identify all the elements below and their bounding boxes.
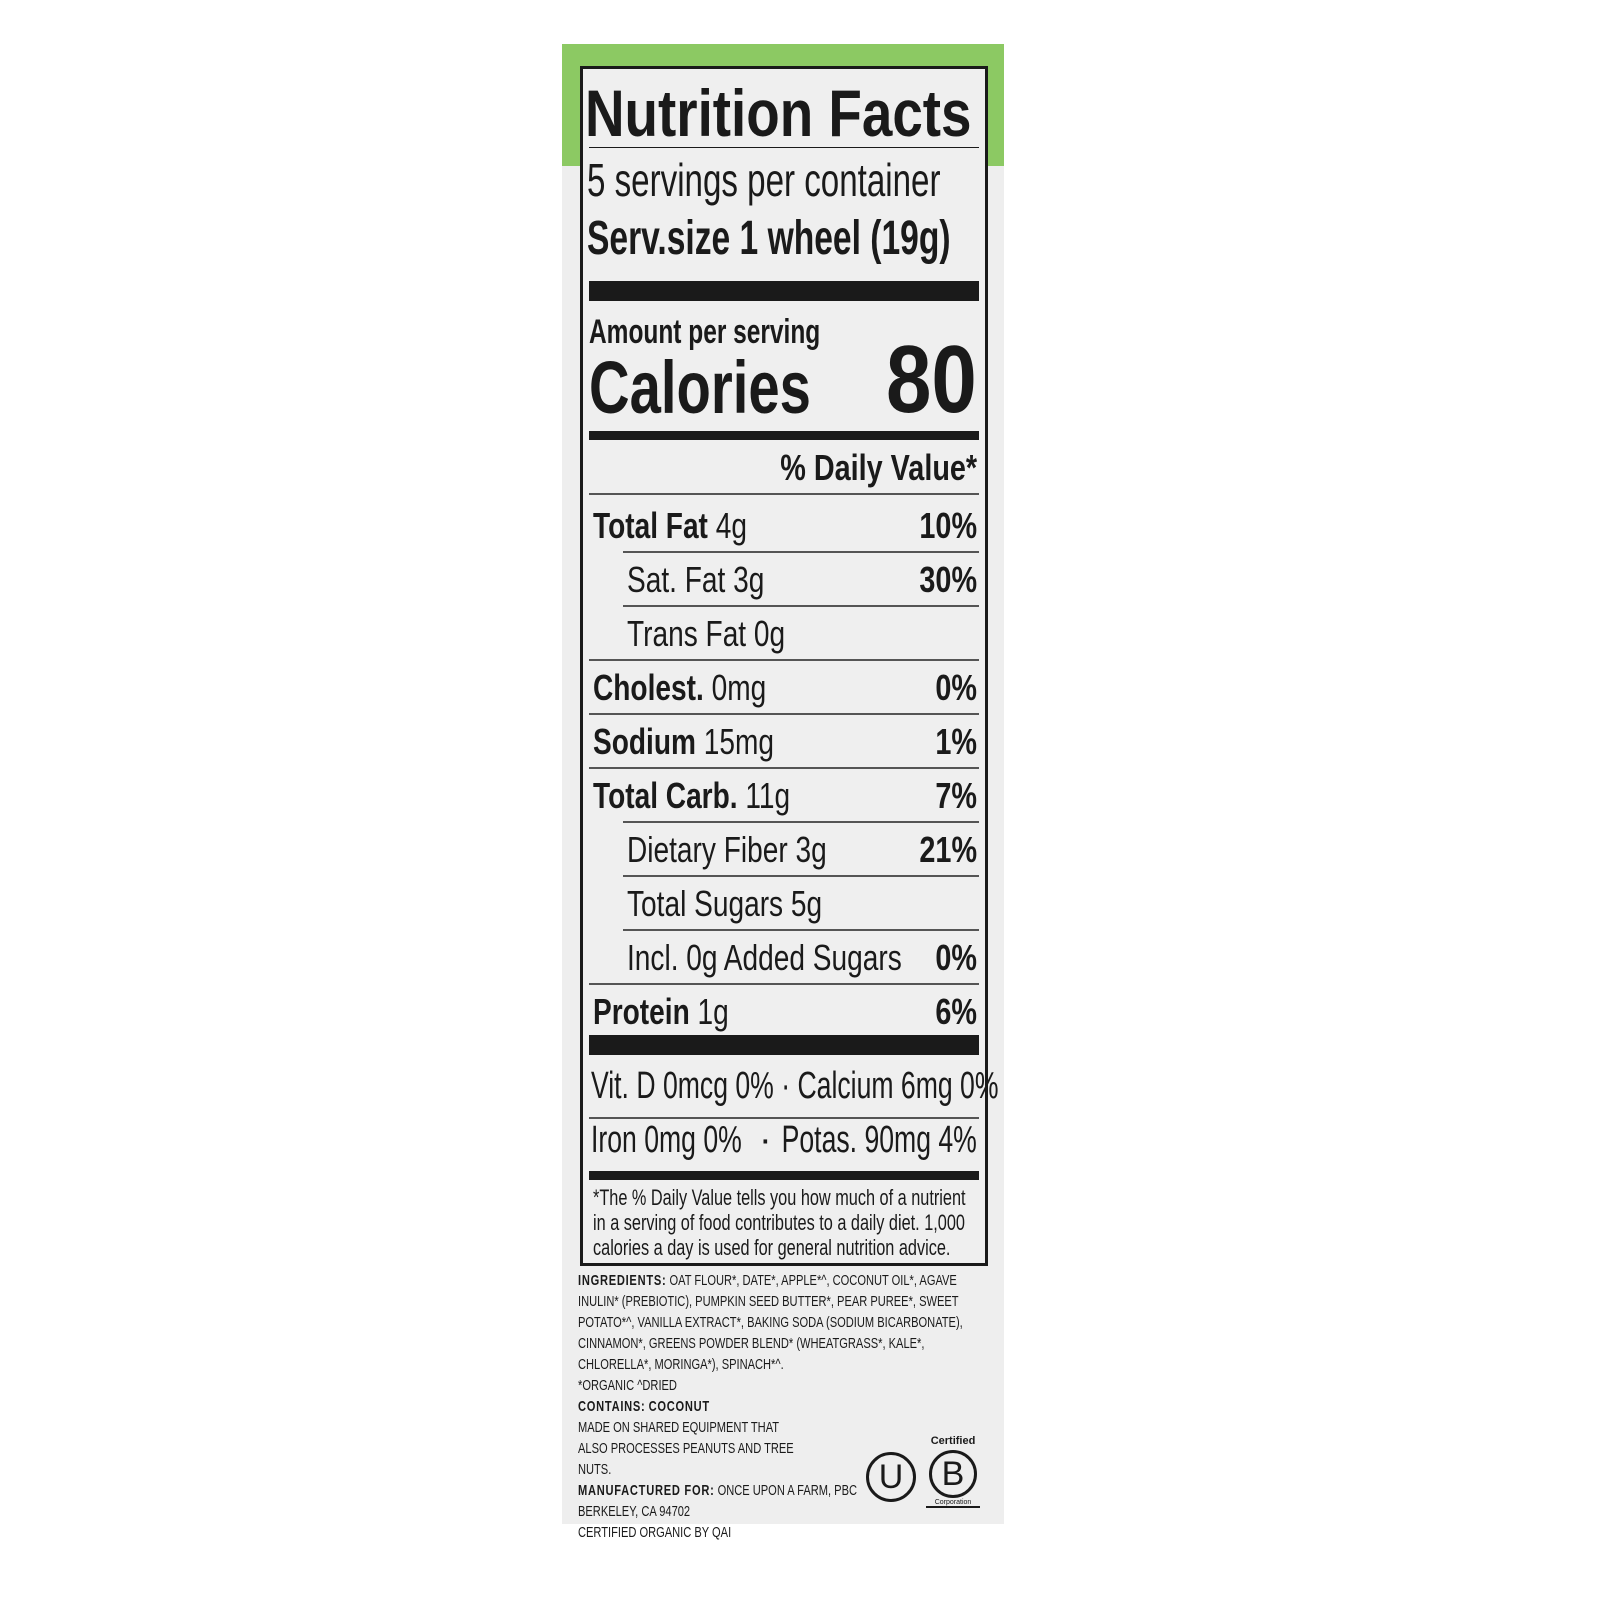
kosher-logo-icon: U <box>866 1452 916 1502</box>
calories-label: Calories <box>589 346 811 429</box>
row-divider <box>589 767 979 769</box>
nutrient-row: Incl. 0g Added Sugars 0% <box>589 929 977 983</box>
address: BERKELEY, CA 94702 <box>578 1503 691 1520</box>
potassium: Potas. 90mg 4% <box>781 1119 977 1161</box>
nutrient-name: Incl. 0g Added Sugars <box>627 937 902 979</box>
nutrient-name: Dietary Fiber 3g <box>627 829 827 871</box>
servings-per-container: 5 servings per container <box>587 154 941 206</box>
row-divider <box>623 551 979 553</box>
nutrient-label: Sodium <box>593 721 696 762</box>
allergen-note: MADE ON SHARED EQUIPMENT THAT ALSO PROCE… <box>578 1419 794 1478</box>
nutrient-row: Cholest. 0mg 0% <box>589 659 977 713</box>
amount-per-serving: Amount per serving <box>589 313 821 351</box>
nutrient-row: Sodium 15mg 1% <box>589 713 977 767</box>
nutrient-label: Sat. Fat <box>627 559 726 600</box>
nutrient-row: Dietary Fiber 3g 21% <box>589 821 977 875</box>
nutrient-amount: 0g <box>753 613 786 654</box>
nutrient-row: Protein 1g 6% <box>589 983 977 1037</box>
daily-value-header: % Daily Value* <box>780 447 977 488</box>
row-divider <box>623 605 979 607</box>
nutrient-row: Trans Fat 0g <box>589 605 977 659</box>
separator: · <box>759 1119 772 1161</box>
divider <box>589 431 979 440</box>
nutrient-daily-value: 0% <box>935 667 977 708</box>
calories-value: 80 <box>886 326 977 433</box>
nutrient-name: Sat. Fat 3g <box>627 559 764 601</box>
thick-divider <box>589 281 979 301</box>
nutrient-name: Trans Fat 0g <box>627 613 785 655</box>
nutrient-name: Total Fat 4g <box>593 505 747 547</box>
nutrient-label: Incl. 0g Added Sugars <box>627 937 902 978</box>
nutrient-label: Total Fat <box>593 505 708 546</box>
row-divider <box>623 875 979 877</box>
nutrient-daily-value: 0% <box>935 937 977 978</box>
nutrition-facts-label: Nutrition Facts 5 servings per container… <box>580 66 999 1266</box>
nutrient-daily-value: 10% <box>919 505 977 546</box>
bcorp-logo-icon: B <box>929 1450 977 1498</box>
nutrient-label: Total Sugars <box>627 883 784 924</box>
row-divider <box>623 821 979 823</box>
nutrient-amount: 15mg <box>703 721 775 762</box>
ingredient-legend: *ORGANIC ^DRIED <box>578 1377 677 1394</box>
package-panel: Nutrition Facts 5 servings per container… <box>562 44 1004 1541</box>
iron: Iron 0mg 0% <box>591 1119 742 1161</box>
certifier: CERTIFIED ORGANIC BY QAI <box>578 1524 732 1541</box>
bcorp-corporation-text: Corporation <box>926 1499 980 1508</box>
nutrient-row: Total Carb. 11g 7% <box>589 767 977 821</box>
row-divider <box>589 713 979 715</box>
manufactured-label: MANUFACTURED FOR: <box>578 1482 715 1499</box>
nutrient-name: Protein 1g <box>593 991 729 1033</box>
row-divider <box>589 659 979 661</box>
ingredients-label: INGREDIENTS: <box>578 1272 667 1289</box>
row-divider <box>623 929 979 931</box>
nutrient-label: Protein <box>593 991 690 1032</box>
nutrient-row: Total Sugars 5g <box>589 875 977 929</box>
nutrient-amount: 1g <box>697 991 729 1032</box>
nutrient-amount: 3g <box>733 559 765 600</box>
nutrient-daily-value: 30% <box>919 559 977 600</box>
nutrient-label: Total Carb. <box>593 775 738 816</box>
nutrient-label: Dietary Fiber <box>627 829 788 870</box>
nutrient-name: Sodium 15mg <box>593 721 774 763</box>
nutrient-name: Total Carb. 11g <box>593 775 790 817</box>
vitamins-line-1: Vit. D 0mcg 0% · Calcium 6mg 0% <box>591 1065 999 1107</box>
row-divider <box>589 983 979 985</box>
nutrient-daily-value: 6% <box>935 991 977 1032</box>
nutrient-daily-value: 1% <box>935 721 977 762</box>
footnote: *The % Daily Value tells you how much of… <box>593 1185 966 1260</box>
nutrient-name: Cholest. 0mg <box>593 667 766 709</box>
serving-size: Serv.size 1 wheel (19g) <box>587 212 951 265</box>
title: Nutrition Facts <box>585 76 972 150</box>
nutrient-amount: 11g <box>745 775 791 816</box>
nutrient-amount: 3g <box>795 829 827 870</box>
contains-label: CONTAINS: <box>578 1398 646 1415</box>
nutrient-name: Total Sugars 5g <box>627 883 822 925</box>
ingredients-list: OAT FLOUR*, DATE*, APPLE*^, COCONUT OIL*… <box>578 1272 963 1373</box>
contains-value: COCONUT <box>648 1398 710 1415</box>
nutrient-label: Cholest. <box>593 667 704 708</box>
divider <box>589 1171 979 1180</box>
nutrient-daily-value: 21% <box>919 829 977 870</box>
nutrient-label: Trans Fat <box>627 613 747 654</box>
manufacturer: ONCE UPON A FARM, PBC <box>717 1482 858 1499</box>
nutrient-amount: 0mg <box>711 667 767 708</box>
nutrient-amount: 4g <box>715 505 747 546</box>
nutrient-daily-value: 7% <box>935 775 977 816</box>
nutrient-amount: 5g <box>790 883 823 924</box>
bcorp-certified-text: Certified <box>930 1435 976 1447</box>
thick-divider <box>589 1035 979 1055</box>
nutrient-row: Sat. Fat 3g 30% <box>589 551 977 605</box>
ingredients-block: INGREDIENTS: OAT FLOUR*, DATE*, APPLE*^,… <box>578 1270 992 1543</box>
nutrient-row: Total Fat 4g 10% <box>589 497 977 551</box>
